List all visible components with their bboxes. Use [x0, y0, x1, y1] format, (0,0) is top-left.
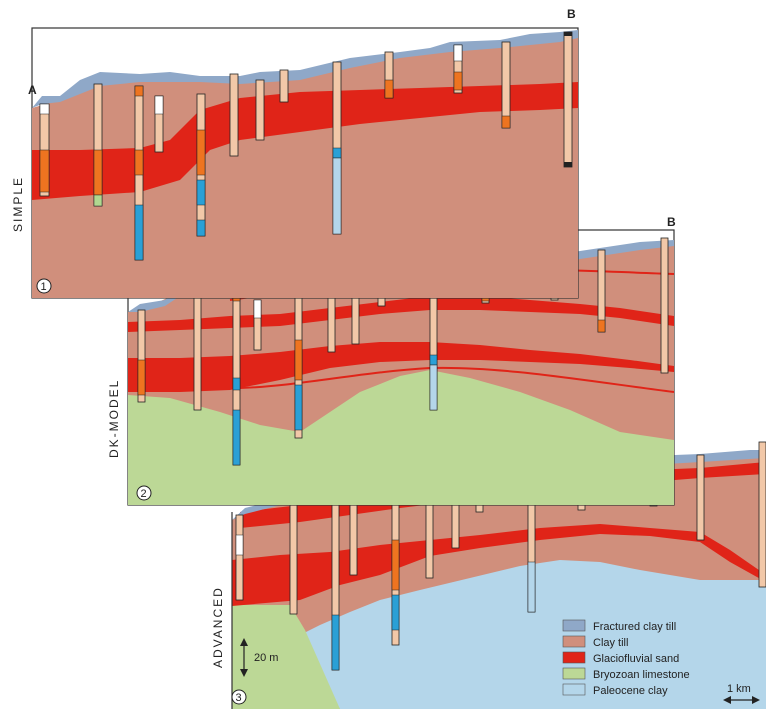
- panel1-borehole: [229, 73, 239, 157]
- legend-item: Paleocene clay: [562, 683, 668, 697]
- legend-swatch: [562, 635, 586, 648]
- panel3-limestone: [232, 605, 340, 709]
- panel1-borehole: [501, 41, 511, 129]
- panel2-sand-band1: [128, 296, 674, 332]
- panel1-borehole: [279, 69, 289, 103]
- panel1-borehole: [39, 103, 50, 197]
- legend-swatch: [562, 683, 586, 696]
- panel1-sand: [32, 82, 578, 200]
- panel3-borehole: [289, 491, 298, 615]
- panel3-borehole: [696, 454, 705, 541]
- legend-swatch: [562, 667, 586, 680]
- panel1-borehole: [134, 85, 144, 261]
- panel3-borehole: [391, 504, 400, 646]
- panel2-number-badge: [136, 485, 152, 501]
- panel1-end-label-left: A: [28, 83, 37, 97]
- legend-label: Clay till: [593, 637, 628, 649]
- panel2-borehole: [294, 297, 303, 439]
- panel3-paleocene: [290, 560, 766, 709]
- legend: Fractured clay till Clay till Glaciofluvia…: [562, 619, 690, 697]
- legend-label: Fractured clay till: [593, 621, 676, 633]
- panel3-number-badge: [231, 689, 247, 705]
- panel2-side-label: DK-MODEL: [107, 379, 121, 458]
- vertical-scale-bar: 20 m: [240, 638, 278, 677]
- panel2-sand-band2: [128, 342, 674, 392]
- panel3-side-label: ADVANCED: [211, 586, 225, 668]
- legend-label: Paleocene clay: [593, 685, 668, 697]
- legend-item: Bryozoan limestone: [562, 667, 690, 681]
- legend-swatch: [562, 651, 586, 664]
- horizontal-scale-label: 1 km: [727, 683, 751, 695]
- panel1-number: 1: [41, 281, 47, 293]
- legend-item: Clay till: [562, 635, 628, 649]
- panel3-borehole: [758, 441, 766, 588]
- panel1-borehole: [93, 83, 103, 207]
- panel1-number-badge: [36, 278, 52, 294]
- panel1-borehole: [332, 61, 342, 235]
- panel2-borehole: [253, 299, 262, 351]
- panel1-borehole: [154, 95, 164, 153]
- panel1-side-label: SIMPLE: [11, 176, 25, 232]
- panel1-borehole: [453, 44, 463, 94]
- panel2-borehole: [232, 290, 241, 466]
- panel-simple: SIMPLE A B 1: [11, 7, 579, 299]
- panel1-borehole: [563, 31, 573, 168]
- panel2-limestone: [128, 370, 674, 505]
- legend-item: Glaciofluvial sand: [562, 651, 679, 665]
- panel1-borehole: [196, 93, 206, 237]
- panel2-number: 2: [141, 488, 147, 500]
- panel2-borehole: [660, 237, 669, 374]
- panel1-borehole: [384, 51, 394, 99]
- panel3-number: 3: [236, 692, 242, 704]
- panel3-borehole: [331, 497, 340, 671]
- panel3-fractured-top: [232, 450, 766, 520]
- panel2-borehole: [193, 287, 202, 411]
- panel3-borehole: [235, 514, 244, 601]
- panel1-fractured-top: [32, 30, 578, 108]
- panel3-borehole: [349, 504, 358, 576]
- legend-swatch: [562, 619, 586, 632]
- legend-item: Fractured clay till: [562, 619, 676, 633]
- vertical-scale-label: 20 m: [254, 652, 278, 664]
- legend-label: Bryozoan limestone: [593, 669, 690, 681]
- panel2-borehole: [137, 309, 146, 403]
- panel1-end-label-right: B: [567, 7, 576, 21]
- panel2-end-label-right: B: [667, 215, 676, 229]
- legend-label: Glaciofluvial sand: [593, 653, 679, 665]
- panel2-borehole: [597, 249, 606, 333]
- panel1-borehole: [255, 79, 265, 141]
- horizontal-scale-bar: 1 km: [723, 683, 760, 704]
